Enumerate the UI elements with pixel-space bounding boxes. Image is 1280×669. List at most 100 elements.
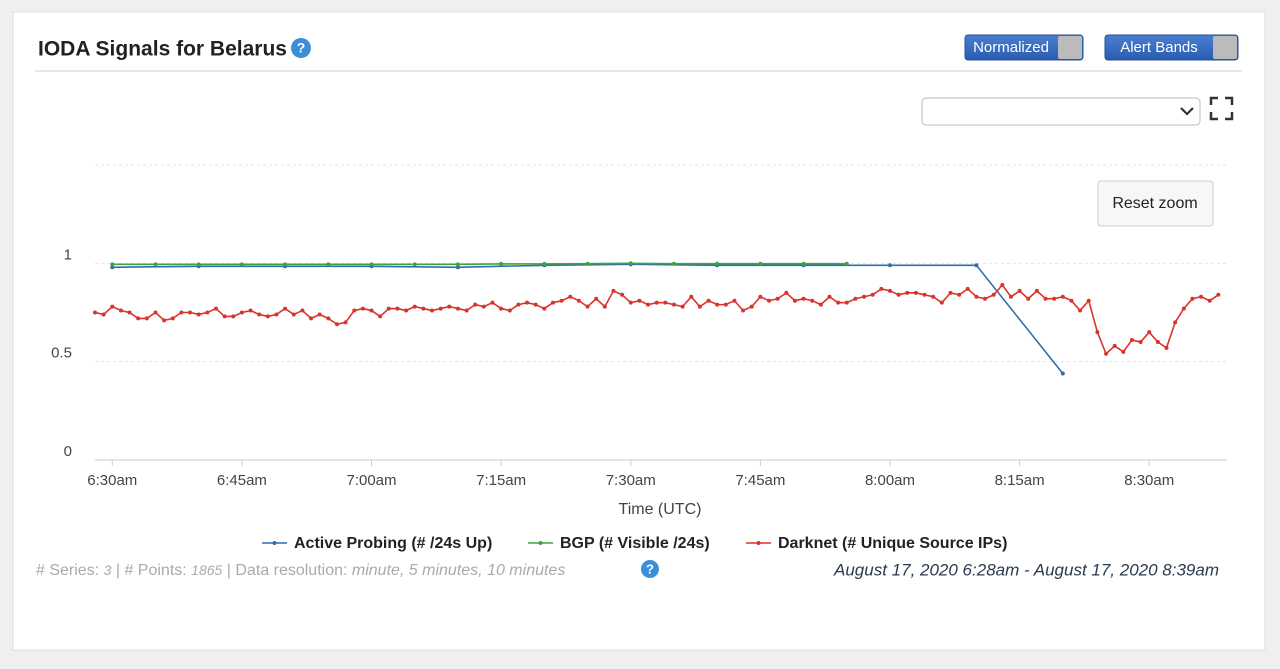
- data-point: [810, 298, 815, 303]
- data-point: [965, 286, 970, 291]
- help-icon[interactable]: [641, 560, 659, 578]
- data-point: [818, 302, 823, 307]
- data-point: [1043, 296, 1048, 301]
- data-point: [162, 318, 167, 323]
- legend-item[interactable]: BGP (# Visible /24s): [528, 535, 710, 552]
- x-axis-label: Time (UTC): [619, 501, 702, 518]
- y-tick-label: 0.5: [51, 345, 72, 362]
- data-point: [1112, 343, 1117, 348]
- value: 1865: [191, 562, 222, 578]
- data-point: [862, 294, 867, 299]
- data-point: [265, 314, 270, 319]
- legend-marker: [538, 541, 543, 545]
- data-point: [196, 312, 201, 317]
- data-point: [646, 302, 651, 307]
- help-icon[interactable]: [291, 38, 311, 58]
- series-line: [112, 262, 847, 266]
- data-point: [784, 290, 789, 295]
- data-point: [386, 306, 391, 311]
- data-point: [473, 302, 478, 307]
- x-tick-label: 6:45am: [217, 472, 267, 489]
- help-icon-glyph: ?: [646, 561, 654, 576]
- toggle[interactable]: Alert Bands: [1104, 34, 1239, 61]
- data-point: [741, 308, 746, 313]
- data-point: [127, 310, 132, 315]
- data-point: [213, 306, 218, 311]
- data-point: [231, 314, 236, 319]
- data-point: [611, 288, 616, 293]
- legend-item[interactable]: Active Probing (# /24s Up): [262, 535, 492, 552]
- data-point: [723, 302, 728, 307]
- data-point: [1060, 294, 1065, 299]
- data-point: [334, 322, 339, 327]
- x-tick-label: 7:30am: [606, 472, 656, 489]
- data-point: [827, 294, 832, 299]
- date-range: August 17, 2020 6:28am - August 17, 2020…: [833, 560, 1219, 579]
- data-point: [464, 308, 469, 313]
- data-point: [110, 262, 115, 267]
- data-point: [887, 288, 892, 293]
- reset-zoom-button[interactable]: Reset zoom: [1097, 180, 1214, 227]
- data-point: [1129, 338, 1134, 343]
- panel-title: IODA Signals for Belarus: [38, 38, 287, 61]
- x-tick-label: 7:15am: [476, 472, 526, 489]
- legend-item[interactable]: Darknet (# Unique Source IPs): [746, 535, 1007, 552]
- data-point: [291, 312, 296, 317]
- data-point: [421, 306, 426, 311]
- data-point: [1199, 294, 1204, 299]
- data-point: [369, 262, 374, 267]
- data-point: [974, 263, 979, 268]
- data-point: [326, 316, 331, 321]
- x-tick-label: 7:00am: [346, 472, 396, 489]
- data-point: [585, 261, 590, 266]
- legend-marker: [272, 541, 277, 545]
- data-point: [447, 304, 452, 309]
- data-point: [1147, 330, 1152, 335]
- fullscreen-icon[interactable]: [1209, 96, 1234, 121]
- x-tick-label: 7:45am: [735, 472, 785, 489]
- data-point: [870, 292, 875, 297]
- data-point: [671, 302, 676, 307]
- data-point: [594, 296, 599, 301]
- data-point: [896, 292, 901, 297]
- data-point: [274, 312, 279, 317]
- data-point: [222, 314, 227, 319]
- data-point: [239, 310, 244, 315]
- toggle[interactable]: Normalized: [964, 34, 1084, 61]
- select[interactable]: [921, 97, 1201, 126]
- data-point: [844, 261, 849, 266]
- label: | Data resolution:: [227, 562, 348, 579]
- data-point: [1216, 292, 1221, 297]
- data-point: [879, 286, 884, 291]
- label: | # Points:: [116, 562, 187, 579]
- data-point: [1121, 349, 1126, 354]
- y-tick-label: 0: [64, 443, 72, 460]
- data-point: [110, 304, 115, 309]
- data-point: [948, 290, 953, 295]
- data-point: [542, 261, 547, 266]
- data-point: [792, 298, 797, 303]
- data-point: [378, 314, 383, 319]
- data-point: [516, 302, 521, 307]
- data-point: [352, 308, 357, 313]
- data-point: [1190, 296, 1195, 301]
- data-point: [1164, 345, 1169, 350]
- data-point: [499, 261, 504, 266]
- data-point: [715, 302, 720, 307]
- data-point: [1104, 351, 1109, 356]
- data-point: [628, 300, 633, 305]
- data-point: [576, 298, 581, 303]
- data-point: [706, 298, 711, 303]
- legend-label: Active Probing (# /24s Up): [294, 535, 492, 552]
- legend-label: Darknet (# Unique Source IPs): [778, 535, 1007, 552]
- data-point: [715, 261, 720, 266]
- data-point: [1138, 340, 1143, 344]
- legend-marker: [756, 541, 761, 545]
- help-icon-glyph: ?: [297, 40, 306, 56]
- footer-stats: # Series: 3 | # Points: 1865 | Data reso…: [36, 562, 565, 580]
- data-point: [1060, 371, 1065, 376]
- data-point: [758, 294, 763, 299]
- data-point: [360, 306, 365, 311]
